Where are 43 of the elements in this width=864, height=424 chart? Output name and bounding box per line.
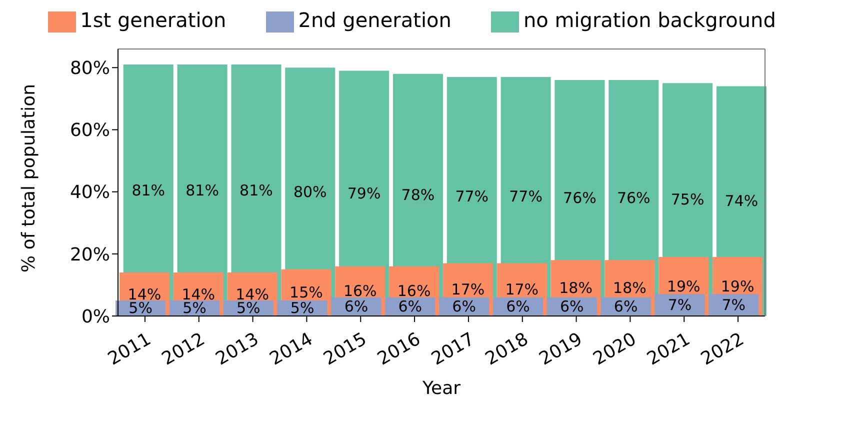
data-label: 5% xyxy=(182,299,206,318)
y-tick-label: 20% xyxy=(70,244,110,266)
data-label: 17% xyxy=(451,280,485,299)
data-label: 6% xyxy=(614,298,638,316)
data-label: 77% xyxy=(509,187,542,206)
data-label: 19% xyxy=(666,278,700,296)
data-label: 15% xyxy=(290,284,323,302)
y-axis-title: % of total population xyxy=(18,84,40,272)
data-label: 81% xyxy=(186,181,219,200)
legend-label: 1st generation xyxy=(80,8,226,32)
data-label: 81% xyxy=(132,181,166,200)
data-label: 6% xyxy=(344,298,368,316)
data-label: 6% xyxy=(560,298,584,316)
data-label: 74% xyxy=(724,192,758,210)
y-tick-label: 40% xyxy=(70,182,110,204)
data-label: 5% xyxy=(236,299,260,318)
data-label: 5% xyxy=(290,299,314,318)
data-label: 79% xyxy=(347,184,381,202)
data-label: 16% xyxy=(397,282,431,300)
y-tick-label: 0% xyxy=(81,306,110,328)
data-label: 18% xyxy=(613,279,646,298)
data-label: 6% xyxy=(452,298,476,316)
data-label: 6% xyxy=(398,298,422,316)
legend-label: 2nd generation xyxy=(298,8,452,32)
x-axis-title: Year xyxy=(421,378,462,399)
data-label: 7% xyxy=(668,296,692,314)
data-label: 18% xyxy=(559,279,592,298)
data-label: 75% xyxy=(670,190,704,209)
legend-label: no migration background xyxy=(523,8,776,32)
data-label: 76% xyxy=(563,189,596,208)
data-label: 81% xyxy=(240,181,273,200)
y-tick-label: 80% xyxy=(70,58,110,80)
data-label: 76% xyxy=(616,189,650,208)
data-label: 7% xyxy=(722,296,746,314)
y-tick-label: 60% xyxy=(70,120,110,142)
data-label: 16% xyxy=(343,282,377,300)
data-label: 5% xyxy=(128,299,152,318)
data-label: 77% xyxy=(455,187,489,206)
data-label: 80% xyxy=(293,182,327,201)
data-label: 78% xyxy=(401,186,435,204)
data-label: 17% xyxy=(505,280,539,299)
data-label: 6% xyxy=(506,298,530,316)
data-label: 19% xyxy=(720,278,754,296)
